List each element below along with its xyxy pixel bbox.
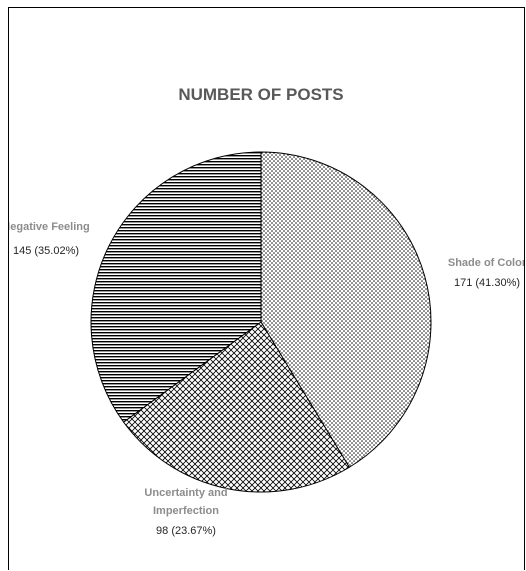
pie-slice-shade-of-color <box>260 151 432 468</box>
slice-label-shade-of-color: Shade of Color <box>448 257 525 269</box>
slice-label-uncertainty-line-1: Uncertainty and <box>144 487 227 499</box>
slice-value-shade-of-color: 171 (41.30%) <box>454 277 520 289</box>
slice-label-uncertainty-line-2: Imperfection <box>153 505 219 517</box>
slice-label-negative-feeling: Negative Feeling <box>9 221 90 233</box>
pie-chart: NUMBER OF POSTS Shade of Color 171 (41.3… <box>9 85 525 537</box>
pie-slice-uncertainty-and-imperfection <box>122 321 351 493</box>
slice-value-negative-feeling: 145 (35.02%) <box>13 245 79 257</box>
chart-title: NUMBER OF POSTS <box>178 85 343 104</box>
slice-value-uncertainty: 98 (23.67%) <box>156 525 216 537</box>
pie-slice-negative-feeling <box>90 151 262 423</box>
chart-area: NUMBER OF POSTS Shade of Color 171 (41.3… <box>8 7 525 570</box>
pie-slices <box>90 151 432 493</box>
